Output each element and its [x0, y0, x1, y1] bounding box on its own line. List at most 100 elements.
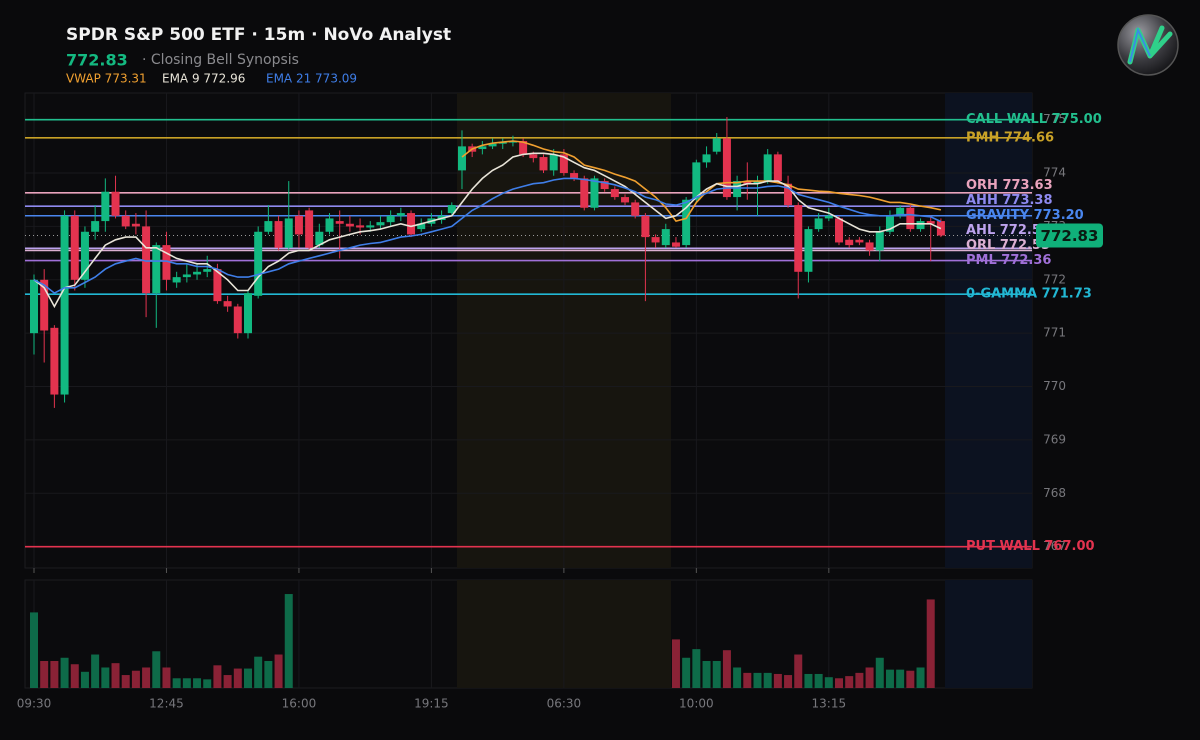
volume-bar: [835, 678, 844, 688]
candle-body: [580, 178, 589, 208]
candle-body: [722, 138, 731, 198]
volume-bar: [30, 612, 38, 688]
volume-bar: [193, 678, 202, 688]
y-tick-label: 770: [1043, 379, 1066, 393]
volume-bar: [233, 668, 242, 688]
candle-body: [885, 215, 894, 232]
volume-bar: [743, 672, 752, 688]
chart-title: SPDR S&P 500 ETF · 15m · NoVo Analyst: [66, 25, 451, 45]
y-tick-label: 771: [1043, 326, 1066, 340]
candle-body: [294, 215, 303, 235]
candle-body: [386, 215, 395, 223]
volume-bar: [906, 670, 915, 688]
volume-bar: [50, 661, 59, 688]
candle-body: [753, 181, 762, 184]
volume-bar: [80, 671, 89, 688]
candle-body: [131, 223, 140, 227]
candle-body: [784, 183, 793, 206]
level-label: AHL 772.59: [966, 223, 1050, 238]
candle-body: [152, 245, 161, 294]
candle-body: [182, 274, 191, 278]
candle-body: [539, 157, 548, 171]
volume-bar: [284, 594, 293, 688]
candle-body: [284, 218, 293, 248]
volume-bar: [152, 651, 161, 688]
volume-bar: [203, 679, 212, 688]
x-tick-label: 13:15: [812, 697, 847, 711]
candle-body: [804, 229, 813, 272]
candle-body: [315, 231, 324, 246]
candle-body: [488, 143, 497, 147]
volume-bar: [712, 661, 721, 688]
volume-bar: [254, 656, 263, 688]
candle-body: [50, 327, 59, 395]
candle-body: [855, 239, 864, 243]
candle-body: [498, 142, 507, 144]
candle-body: [519, 141, 528, 155]
level-label: PML 772.36: [966, 253, 1051, 268]
volume-bar: [121, 675, 130, 688]
logo: [1117, 14, 1179, 76]
volume-bar: [671, 639, 680, 688]
candle-body: [600, 181, 609, 190]
level-label: ORL 772.55: [966, 238, 1050, 253]
candle-body: [254, 231, 263, 296]
candle-body: [243, 293, 252, 334]
candle-body: [559, 154, 568, 174]
candle-body: [264, 221, 273, 232]
candle-body: [274, 221, 283, 248]
candle-body: [641, 215, 650, 238]
candle-body: [366, 225, 375, 228]
candle-body: [508, 141, 517, 143]
volume-bar: [784, 675, 793, 688]
candle-body: [111, 191, 120, 216]
candle-body: [702, 154, 711, 163]
candle-body: [763, 154, 772, 182]
candle-body: [621, 197, 630, 203]
candle-body: [692, 162, 701, 200]
volume-bar: [264, 661, 273, 688]
candle-body: [671, 242, 680, 247]
candle-body: [631, 202, 640, 216]
volume-bar: [70, 664, 79, 688]
price: 772.83: [66, 51, 128, 70]
y-tick-label: 774: [1043, 166, 1066, 180]
volume-bar: [274, 654, 283, 688]
x-tick-label: 06:30: [547, 697, 582, 711]
candle-body: [417, 223, 426, 230]
price-badge-label: 772.83: [1041, 227, 1099, 245]
candle-body: [865, 242, 874, 251]
volume-bar: [722, 650, 731, 688]
candle-body: [773, 154, 782, 182]
candle-body: [733, 181, 742, 198]
volume-bar: [773, 673, 782, 688]
candle-body: [70, 215, 79, 280]
candle-body: [91, 221, 100, 232]
candle-body: [193, 271, 202, 275]
candle-body: [376, 222, 385, 226]
volume-bar: [162, 667, 171, 688]
volume-bar: [814, 673, 823, 688]
candle-body: [529, 154, 538, 159]
candle-body: [570, 173, 579, 179]
candle-body: [794, 205, 803, 272]
candle-body: [743, 181, 752, 184]
x-tick-label: 10:00: [679, 697, 714, 711]
candle-body: [682, 199, 691, 246]
level-label: CALL WALL 775.00: [966, 112, 1102, 127]
candle-body: [30, 279, 38, 334]
candle-body: [590, 178, 599, 208]
candle-body: [712, 138, 721, 152]
legend-entry: EMA 9 772.96: [162, 72, 245, 86]
volume-bar: [763, 672, 772, 688]
legend-entry: VWAP 773.31: [66, 72, 147, 86]
candle-body: [610, 189, 619, 198]
volume-bar: [845, 676, 854, 688]
level-label: ORH 773.63: [966, 178, 1053, 193]
x-tick-label: 09:30: [17, 697, 52, 711]
candle-body: [549, 154, 558, 171]
candle-body: [213, 269, 222, 302]
candle-body: [835, 218, 844, 243]
volume-bar: [804, 673, 813, 688]
